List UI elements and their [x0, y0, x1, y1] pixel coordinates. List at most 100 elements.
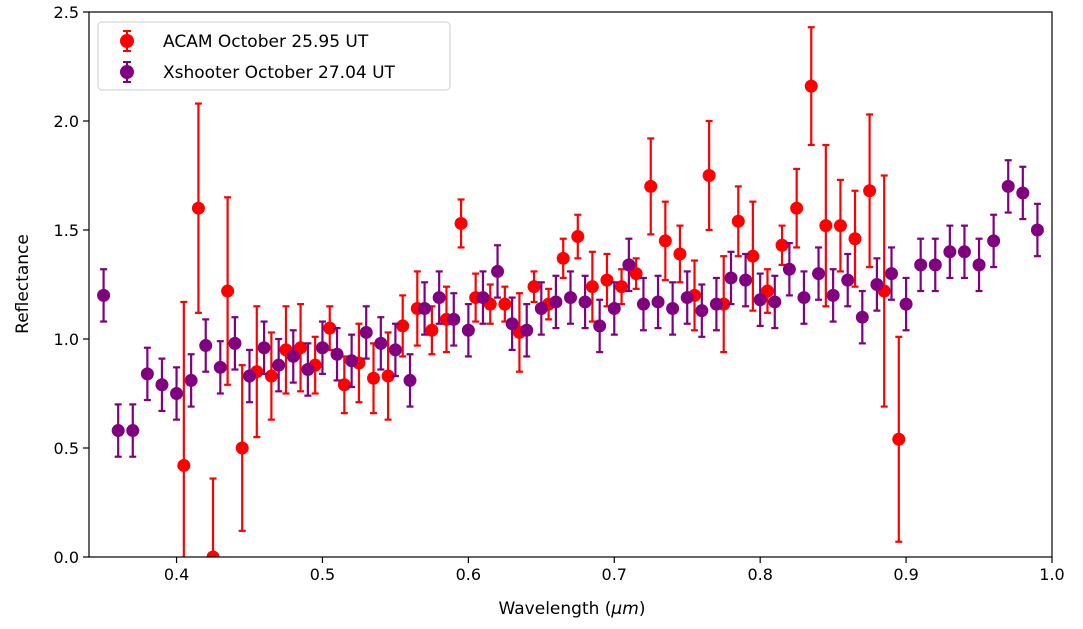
data-point	[359, 305, 373, 360]
marker	[184, 373, 198, 387]
marker	[1016, 186, 1030, 200]
data-point	[337, 355, 351, 415]
data-point	[418, 281, 432, 336]
data-point	[1030, 202, 1044, 258]
marker	[804, 79, 818, 93]
x-tick-label: 0.5	[310, 565, 335, 584]
marker	[651, 295, 665, 309]
marker	[476, 291, 490, 305]
marker	[622, 258, 636, 272]
data-point	[228, 316, 242, 371]
data-point	[673, 224, 687, 284]
marker	[892, 432, 906, 446]
series-xshooter	[97, 159, 1044, 458]
data-point	[600, 252, 614, 308]
marker	[724, 271, 738, 285]
marker	[833, 219, 847, 233]
data-point	[498, 285, 512, 323]
marker	[1001, 179, 1015, 193]
marker	[841, 273, 855, 287]
data-point	[863, 113, 877, 269]
y-tick-label: 1.5	[54, 221, 79, 240]
x-axis-label-close: )	[639, 599, 646, 619]
data-layer	[97, 26, 1044, 557]
data-point	[1016, 165, 1030, 221]
data-point	[746, 200, 760, 312]
marker	[294, 341, 308, 355]
marker	[731, 214, 745, 228]
data-point	[279, 305, 293, 395]
marker	[885, 267, 898, 281]
data-point	[578, 274, 592, 330]
marker	[914, 258, 928, 272]
marker	[943, 245, 957, 259]
data-point	[680, 270, 694, 325]
marker	[957, 245, 971, 259]
data-point	[221, 196, 235, 386]
x-tick-label: 0.7	[602, 565, 627, 584]
data-point	[972, 237, 986, 293]
data-point	[432, 270, 446, 325]
data-point	[454, 198, 468, 249]
data-point	[739, 252, 753, 308]
marker	[213, 360, 227, 374]
data-point	[367, 342, 381, 415]
x-tick-label: 0.9	[893, 565, 918, 584]
marker	[191, 201, 205, 215]
marker	[374, 336, 388, 350]
data-point	[615, 268, 629, 306]
data-point	[855, 289, 869, 345]
marker	[987, 234, 1001, 248]
data-point	[345, 333, 359, 389]
marker	[301, 363, 315, 377]
marker	[826, 288, 840, 302]
data-point	[593, 298, 607, 354]
data-point	[257, 320, 271, 375]
marker	[600, 273, 614, 287]
y-tick-label: 2.0	[54, 112, 79, 131]
data-point	[804, 26, 818, 147]
data-point	[585, 250, 599, 323]
data-point	[140, 346, 154, 402]
legend: ACAM October 25.95 UT Xshooter October 2…	[97, 21, 451, 91]
data-point	[790, 167, 804, 249]
marker	[629, 267, 643, 281]
data-point	[447, 292, 461, 347]
data-point	[914, 237, 928, 293]
marker	[753, 293, 767, 307]
marker	[381, 369, 395, 383]
data-point	[184, 353, 198, 408]
marker	[1030, 223, 1044, 237]
data-point	[724, 250, 738, 306]
marker	[928, 258, 942, 272]
data-point	[629, 257, 643, 290]
marker	[760, 284, 774, 298]
marker	[170, 387, 184, 400]
marker	[593, 319, 607, 333]
y-tick-label: 0.5	[54, 439, 79, 458]
data-point	[549, 274, 563, 330]
marker	[578, 295, 592, 309]
legend-label-acam: ACAM October 25.95 UT	[163, 32, 369, 52]
data-point	[199, 318, 213, 373]
marker	[520, 323, 534, 337]
data-point	[243, 348, 256, 404]
data-point	[753, 272, 767, 328]
marker	[782, 262, 796, 276]
marker	[206, 550, 220, 557]
data-point	[396, 294, 410, 358]
data-point	[782, 241, 796, 297]
data-point	[330, 327, 344, 382]
marker	[899, 297, 913, 311]
marker	[848, 232, 862, 246]
data-point	[272, 337, 286, 393]
marker	[863, 184, 877, 198]
marker	[345, 354, 359, 368]
marker	[403, 373, 417, 387]
legend-label-xshooter: Xshooter October 27.04 UT	[163, 63, 396, 83]
data-point	[892, 335, 906, 543]
data-point	[848, 189, 862, 288]
marker	[461, 323, 475, 337]
marker	[797, 291, 811, 305]
data-point	[527, 270, 541, 304]
